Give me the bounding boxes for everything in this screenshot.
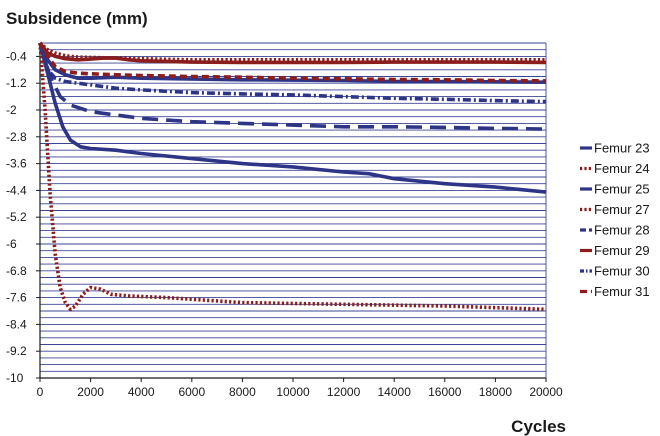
y-tick-label: -0.4 <box>6 49 27 63</box>
y-tick-label: -1.2 <box>6 76 27 90</box>
legend-label: Femur 31 <box>594 284 650 299</box>
y-tick-label: -5.2 <box>6 210 27 224</box>
x-axis-title: Cycles <box>511 417 566 436</box>
y-tick-label: -4.4 <box>6 183 27 197</box>
series-line-femur-31 <box>38 42 547 83</box>
series-line-femur-25 <box>38 42 547 84</box>
x-tick-label: 12000 <box>327 385 361 399</box>
y-tick-label: -6.8 <box>6 264 27 278</box>
x-tick-label: 2000 <box>77 385 104 399</box>
series-line-femur-30 <box>38 42 547 104</box>
x-tick-label: 8000 <box>229 385 256 399</box>
y-axis-title: Subsidence (mm) <box>6 9 148 28</box>
x-tick-label: 16000 <box>428 385 462 399</box>
legend-label: Femur 30 <box>594 264 650 279</box>
y-tick-label: -7.6 <box>6 291 27 305</box>
x-tick-label: 4000 <box>128 385 155 399</box>
legend-label: Femur 28 <box>594 223 650 238</box>
y-tick-label: -2 <box>6 103 17 117</box>
series-line-femur-24 <box>38 42 547 312</box>
legend-label: Femur 23 <box>594 141 650 156</box>
series-lines <box>38 41 547 312</box>
y-tick-labels: -0.4 -1.2 -2 -2.8 -3.6 -4.4 -5.2 -6 -6.8 -7.6 -8.4… <box>6 49 40 385</box>
x-tick-labels: 0 2000 4000 6000 8000 10000 12000 14000 16000 180… <box>37 378 563 399</box>
series-line-femur-29 <box>38 41 547 65</box>
legend-label: Femur 27 <box>594 202 650 217</box>
y-tick-label: -3.6 <box>6 157 27 171</box>
legend-label: Femur 29 <box>594 243 650 258</box>
legend: Femur 23 Femur 24 Femur 25 Femur 27 Femur 28… <box>580 141 650 299</box>
x-tick-label: 18000 <box>479 385 513 399</box>
series-line-femur-23 <box>38 42 547 194</box>
y-tick-label: -8.4 <box>6 317 27 331</box>
series-line-femur-28 <box>38 42 547 131</box>
y-tick-label: -10 <box>6 371 24 385</box>
y-tick-label: -9.2 <box>6 344 27 358</box>
x-tick-label: 20000 <box>529 385 563 399</box>
legend-label: Femur 25 <box>594 182 650 197</box>
legend-label: Femur 24 <box>594 161 650 176</box>
x-tick-label: 0 <box>37 385 44 399</box>
x-tick-label: 6000 <box>178 385 205 399</box>
y-tick-label: -2.8 <box>6 130 27 144</box>
y-tick-label: -6 <box>6 237 17 251</box>
x-tick-label: 10000 <box>276 385 310 399</box>
x-tick-label: 14000 <box>378 385 412 399</box>
